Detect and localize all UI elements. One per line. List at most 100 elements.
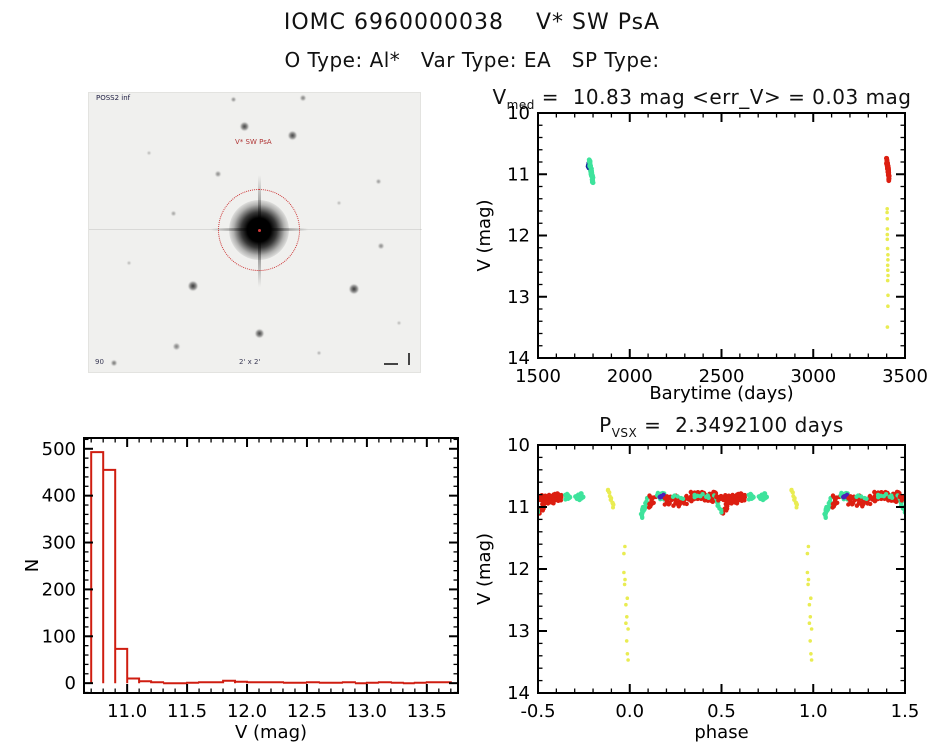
finding-chart-image: POSS2 inf V* SW PsA 2' x 2' 90 — [88, 92, 422, 373]
v-histogram: 11.0 11.5 12.0 12.5 13.0 13.5 0 100 200 300 400 500… — [22, 437, 459, 743]
y-tick-label: 14 — [507, 683, 530, 704]
barytime-lightcurve: 1500 2000 2500 3000 3500 10 11 12 13 14 Barytime (… — [474, 103, 928, 404]
y-tick-label: 10 — [507, 103, 530, 124]
vmed-rest: = 10.83 mag <err_V> = 0.03 mag — [534, 85, 912, 109]
field-star — [349, 284, 359, 294]
y-tick-label: 13 — [507, 287, 530, 308]
field-star — [172, 342, 180, 350]
v-histogram-labels: 11.0 11.5 12.0 12.5 13.0 13.5 0 100 200 300 400 500… — [22, 439, 447, 743]
phase-folded-lightcurve: -0.5 0.0 0.5 1.0 1.5 10 11 12 13 14 phase V (mag) — [474, 435, 919, 743]
pvsx-rest: = 2.3492100 days — [637, 413, 844, 437]
vmed-main: V — [492, 85, 507, 109]
x-tick-label: 11.0 — [107, 701, 147, 722]
field-star — [397, 321, 401, 325]
y-tick-label: 200 — [42, 579, 76, 600]
x-tick-label: 0.5 — [707, 701, 736, 722]
x-tick-label: 2500 — [699, 366, 745, 387]
target-center-dot — [258, 229, 261, 232]
x-tick-label: 1.5 — [891, 701, 920, 722]
y-tick-label: 11 — [507, 497, 530, 518]
survey-label: POSS2 inf — [96, 94, 131, 102]
y-tick-label: 10 — [507, 435, 530, 456]
series-epoch2-eclipse-yellow — [885, 207, 890, 329]
x-tick-label: 12.0 — [227, 701, 267, 722]
series-green-sprinkle — [670, 492, 900, 501]
y-tick-label: 13 — [507, 621, 530, 642]
barytime-lightcurve-labels: 1500 2000 2500 3000 3500 10 11 12 13 14 Barytime (… — [474, 103, 928, 404]
field-star — [300, 95, 306, 101]
series-red-predip — [538, 493, 905, 503]
y-tick-label: 12 — [507, 559, 530, 580]
field-star — [215, 171, 221, 177]
x-tick-label: 3500 — [882, 366, 928, 387]
y-tick-label: 100 — [42, 626, 76, 647]
field-star — [188, 281, 198, 291]
x-tick-label: 0.0 — [615, 701, 644, 722]
target-name-label: V* SW PsA — [235, 138, 272, 146]
y-tick-label: 300 — [42, 533, 76, 554]
field-star — [287, 130, 297, 140]
field-star — [147, 151, 151, 155]
y-tick-label: 400 — [42, 486, 76, 507]
field-star — [317, 351, 321, 355]
page-subtitle: O Type: Al* Var Type: EA SP Type: — [284, 48, 660, 72]
series-eclipse-yellow — [622, 544, 814, 662]
series-green-egress — [638, 495, 833, 520]
field-star — [378, 243, 384, 249]
compass-north-arm — [408, 353, 410, 365]
barytime-plot-title: Vmed = 10.83 mag <err_V> = 0.03 mag — [460, 85, 944, 112]
y-axis-label: N — [22, 559, 43, 572]
y-tick-label: 11 — [507, 164, 530, 185]
y-tick-label: 0 — [65, 673, 76, 694]
histogram-bars — [90, 451, 452, 685]
pvsx-main: P — [599, 413, 612, 437]
x-tick-label: -0.5 — [520, 701, 555, 722]
y-tick-label: 12 — [507, 226, 530, 247]
field-star — [127, 261, 131, 265]
phase-folded-lightcurve-axes — [537, 444, 906, 694]
x-axis-label: phase — [694, 722, 748, 743]
v-histogram-axes — [83, 437, 459, 694]
barytime-lightcurve-data — [585, 155, 892, 329]
x-tick-label: 1500 — [515, 366, 561, 387]
y-tick-label: 14 — [507, 348, 530, 369]
v-histogram-data — [90, 451, 452, 685]
x-tick-label: 13.0 — [347, 701, 387, 722]
series-yellow-ingress — [605, 487, 799, 510]
field-star — [111, 360, 117, 366]
barytime-lightcurve-axes — [537, 112, 906, 359]
y-axis-label: V (mag) — [474, 199, 495, 271]
series-band-red-a — [538, 491, 747, 507]
series-epoch1-green — [586, 157, 596, 186]
x-tick-label: 1.0 — [799, 701, 828, 722]
x-tick-label: 13.5 — [407, 701, 447, 722]
series-green-clump-1 — [573, 491, 769, 503]
x-axis-label: Barytime (days) — [649, 383, 793, 404]
compass-east-arm — [384, 363, 398, 365]
x-tick-label: 11.5 — [167, 701, 207, 722]
field-star — [230, 96, 236, 102]
phase-folded-lightcurve-labels: -0.5 0.0 0.5 1.0 1.5 10 11 12 13 14 phase V (mag) — [474, 435, 919, 743]
pvsx-sub: VSX — [611, 426, 638, 440]
phase-folded-lightcurve-data — [538, 487, 905, 662]
page-title: IOMC 6960000038 V* SW PsA — [283, 10, 661, 35]
series-purple-dots — [657, 492, 850, 500]
x-axis-label: V (mag) — [235, 722, 307, 743]
field-star — [239, 121, 249, 131]
y-axis-label: V (mag) — [474, 533, 495, 605]
x-tick-label: 3000 — [790, 366, 836, 387]
field-star — [337, 201, 341, 205]
y-tick-label: 500 — [42, 439, 76, 460]
vmed-sub: med — [506, 98, 535, 112]
field-star — [375, 178, 381, 184]
series-epoch2-red — [884, 155, 892, 184]
field-star — [254, 328, 264, 338]
field-star — [170, 210, 176, 216]
series-green-dots-1 — [563, 491, 756, 502]
target-marker-circle — [218, 189, 300, 271]
x-tick-label: 2000 — [607, 366, 653, 387]
plate-scale-label: 2' x 2' — [239, 358, 261, 366]
x-tick-label: 12.5 — [287, 701, 327, 722]
